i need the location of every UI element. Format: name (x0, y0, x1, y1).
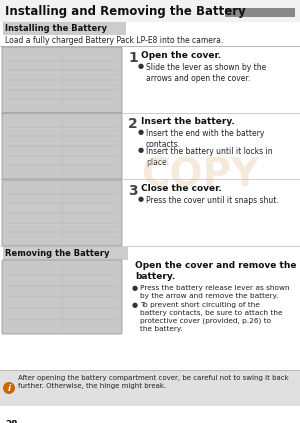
Text: Removing the Battery: Removing the Battery (5, 249, 109, 258)
Text: ●: ● (132, 285, 138, 291)
FancyBboxPatch shape (2, 113, 122, 179)
Text: 2: 2 (128, 117, 138, 131)
Text: battery.: battery. (135, 272, 175, 281)
Bar (0, 0, 300, 22)
Bar (0, 370, 300, 406)
Circle shape (3, 382, 15, 394)
Bar (3, 247, 128, 260)
Text: Installing and Removing the Battery: Installing and Removing the Battery (5, 5, 246, 17)
Text: Insert the end with the battery
contacts.: Insert the end with the battery contacts… (146, 129, 264, 149)
Text: Installing the Battery: Installing the Battery (5, 24, 107, 33)
Text: To prevent short circuiting of the
battery contacts, be sure to attach the
prote: To prevent short circuiting of the batte… (140, 302, 283, 332)
Text: ●: ● (138, 63, 144, 69)
Text: Insert the battery.: Insert the battery. (141, 117, 235, 126)
Text: Open the cover.: Open the cover. (141, 51, 221, 60)
Text: ●: ● (138, 129, 144, 135)
Text: ●: ● (138, 147, 144, 153)
FancyBboxPatch shape (2, 47, 122, 113)
Text: Open the cover and remove the: Open the cover and remove the (135, 261, 296, 270)
Text: Load a fully charged Battery Pack LP-E8 into the camera.: Load a fully charged Battery Pack LP-E8 … (5, 36, 223, 45)
Bar (225, 8, 295, 17)
FancyBboxPatch shape (2, 180, 122, 246)
Text: Close the cover.: Close the cover. (141, 184, 222, 193)
Text: COPY: COPY (141, 156, 259, 194)
Text: 1: 1 (128, 51, 138, 65)
Text: i: i (8, 384, 10, 393)
Text: ●: ● (132, 302, 138, 308)
Text: Press the battery release lever as shown
by the arrow and remove the battery.: Press the battery release lever as shown… (140, 285, 290, 299)
Text: Press the cover until it snaps shut.: Press the cover until it snaps shut. (146, 196, 279, 205)
Text: 28: 28 (5, 420, 17, 423)
Text: Slide the lever as shown by the
arrows and open the cover.: Slide the lever as shown by the arrows a… (146, 63, 266, 83)
FancyBboxPatch shape (2, 260, 122, 334)
Bar (3, 22, 126, 35)
Text: 3: 3 (128, 184, 138, 198)
Text: After opening the battery compartment cover, be careful not to swing it back
fur: After opening the battery compartment co… (18, 375, 289, 389)
Text: Insert the battery until it locks in
place.: Insert the battery until it locks in pla… (146, 147, 273, 168)
Text: ●: ● (138, 196, 144, 202)
